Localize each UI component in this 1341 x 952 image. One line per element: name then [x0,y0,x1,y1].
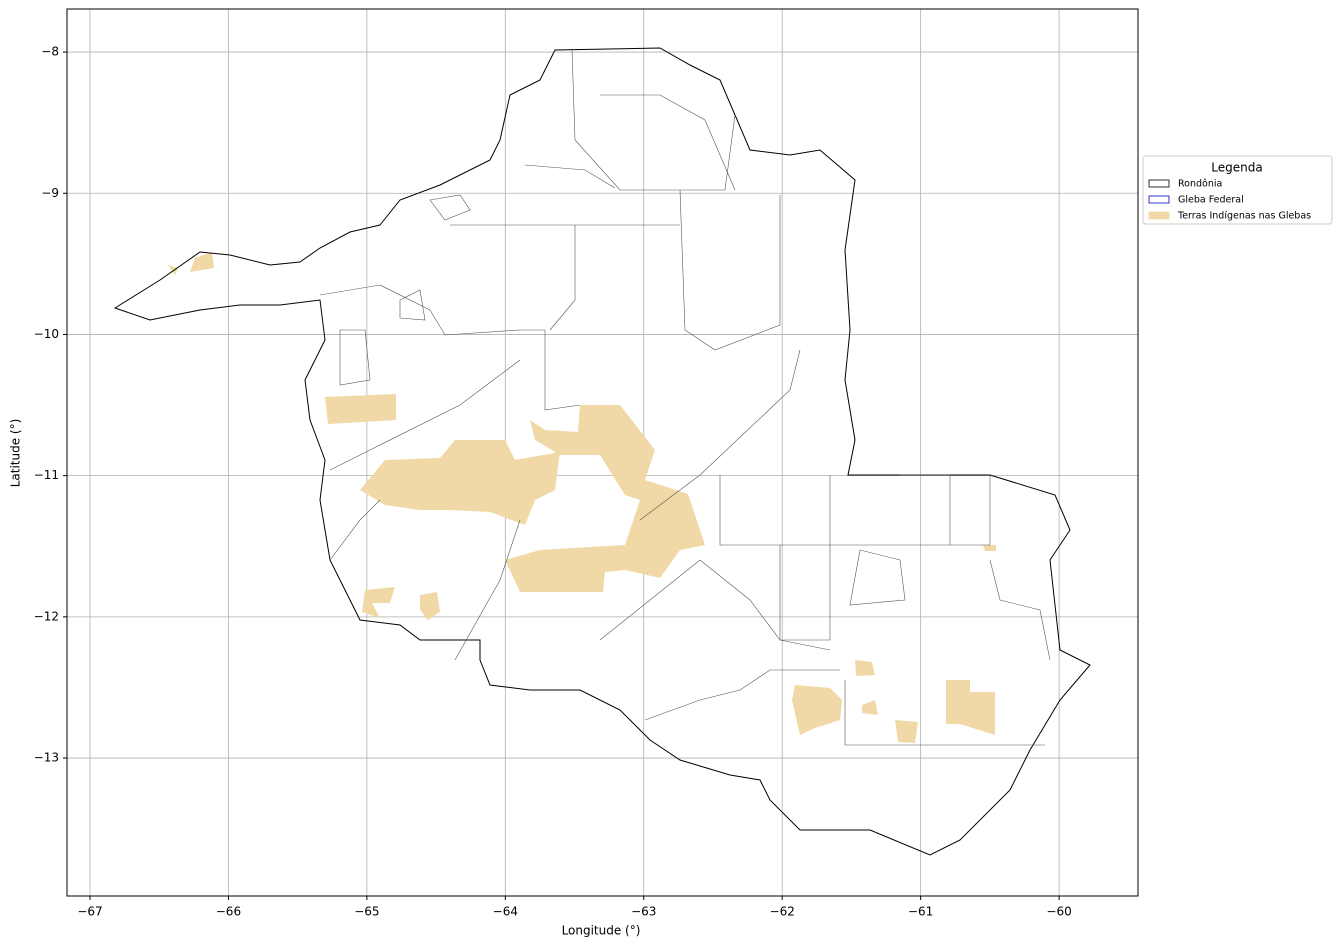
indigenous-land [505,405,705,592]
legend-label: Gleba Federal [1178,195,1244,206]
indigenous-land [360,440,560,525]
indigenous-land [362,587,395,618]
state-outline [113,47,1091,856]
indigenous-land [420,592,440,620]
x-tick-label: −67 [77,905,102,919]
x-tick-label: −60 [1046,905,1071,919]
legend-swatch [1148,195,1170,204]
x-tick-label: −62 [770,905,795,919]
y-tick-label: −9 [41,186,59,200]
legend-swatch [1148,179,1170,188]
gleba-boundary [319,49,1045,746]
indigenous-land [855,660,918,743]
x-tick-label: −63 [631,905,656,919]
x-tick-label: −66 [216,905,241,919]
indigenous-land [792,685,842,735]
x-tick-label: −65 [354,905,379,919]
legend-label: Terras Indígenas nas Glebas [1177,211,1311,222]
y-tick-label: −10 [34,327,59,341]
legend-box [1142,155,1333,225]
indigenous-land [168,252,214,275]
y-tick-label: −12 [34,609,59,623]
y-tick-label: −8 [41,45,59,59]
indigenous-land [325,394,396,424]
legend-swatch [1148,211,1170,220]
indigenous-land [946,545,996,735]
y-tick-label: −13 [34,751,59,765]
y-tick-label: −11 [34,468,59,482]
gleba-boundary [339,194,1051,661]
x-axis-label: Longitude (°) [562,924,641,938]
x-tick-label: −64 [493,905,518,919]
x-tick-label: −61 [908,905,933,919]
legend: Legenda Rondônia Gleba Federal Terras Indí… [1142,155,1333,225]
y-axis-label: Latitude (°) [9,419,23,488]
legend-title: Legenda [1211,161,1262,175]
map-shapes [67,9,1138,896]
legend-label: Rondônia [1178,179,1222,190]
plot-frame [66,8,1139,897]
